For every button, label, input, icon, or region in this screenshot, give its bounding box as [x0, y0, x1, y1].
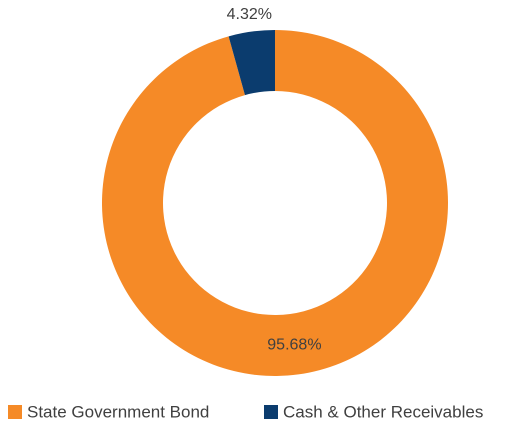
legend-label: Cash & Other Receivables [283, 402, 483, 421]
legend-swatch [8, 405, 22, 419]
data-label: 4.32% [227, 6, 272, 23]
legend-label: State Government Bond [27, 402, 209, 421]
data-label: 95.68% [267, 336, 321, 353]
pie-slice [101, 30, 449, 377]
legend-swatch [264, 405, 278, 419]
pie-slice [228, 30, 275, 96]
